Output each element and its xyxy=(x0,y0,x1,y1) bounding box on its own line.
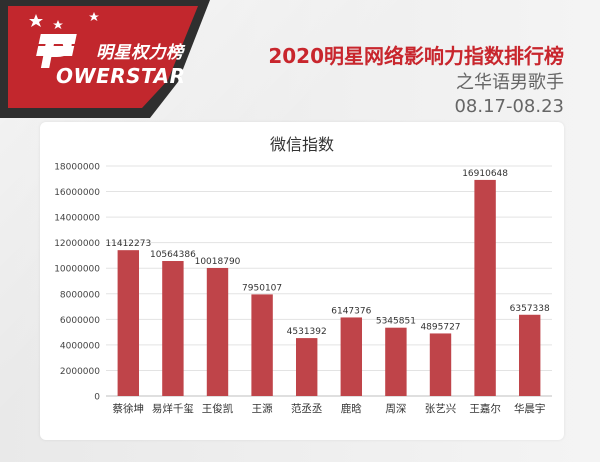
date-range: 08.17-08.23 xyxy=(454,96,564,117)
y-tick-label: 4000000 xyxy=(60,341,100,351)
bar xyxy=(429,333,452,396)
x-category-label: 王源 xyxy=(252,402,273,415)
data-label: 10018790 xyxy=(195,257,241,267)
bar xyxy=(206,267,229,396)
x-category-label: 王俊凯 xyxy=(202,402,234,415)
y-tick-label: 10000000 xyxy=(54,265,100,275)
data-label: 11412273 xyxy=(105,239,151,249)
powerstar-logo: 明星权力榜 P OWERSTAR xyxy=(0,0,220,118)
bar xyxy=(340,317,363,396)
y-axis-ticks: 0 2000000 4000000 6000000 8000000 10000000 120… xyxy=(54,163,100,403)
bar xyxy=(385,327,407,396)
star-icon xyxy=(89,12,99,21)
bar xyxy=(117,250,140,396)
y-tick-label: 14000000 xyxy=(54,214,100,224)
x-category-label: 王嘉尔 xyxy=(469,402,501,415)
bar xyxy=(162,261,184,396)
bar xyxy=(295,338,318,396)
x-axis-categories: 蔡徐坤 易烊千玺 王俊凯 王源 范丞丞 鹿晗 周深 张艺兴 王嘉尔 华晨宇 xyxy=(113,402,546,415)
logo-english-text: OWERSTAR xyxy=(56,64,186,88)
x-category-label: 范丞丞 xyxy=(291,402,323,415)
x-category-label: 张艺兴 xyxy=(425,403,457,415)
ranking-subtitle: 之华语男歌手 xyxy=(456,72,564,93)
ranking-title: 2020明星网络影响力指数排行榜 xyxy=(268,44,564,68)
data-label: 4895727 xyxy=(420,322,460,332)
y-tick-label: 8000000 xyxy=(60,290,100,300)
bar xyxy=(518,314,541,396)
x-category-label: 华晨宇 xyxy=(514,402,546,415)
logo-banner-shape xyxy=(0,0,210,118)
logo-letter-p: P xyxy=(40,28,73,79)
chart-panel: 微信指数 0 2000000 4000000 6000000 8000000 100000… xyxy=(40,122,564,440)
data-label: 6357338 xyxy=(510,304,550,314)
x-category-label: 易烊千玺 xyxy=(152,402,194,415)
y-tick-label: 18000000 xyxy=(54,163,100,173)
y-tick-label: 12000000 xyxy=(54,239,100,249)
y-tick-label: 6000000 xyxy=(60,316,100,326)
data-label: 6147376 xyxy=(331,306,371,316)
logo-chinese-text: 明星权力榜 xyxy=(96,43,184,63)
y-tick-label: 2000000 xyxy=(60,367,100,377)
data-label: 4531392 xyxy=(287,327,327,337)
bars xyxy=(117,179,541,396)
data-label: 10564386 xyxy=(150,250,196,260)
fist-icon xyxy=(38,34,77,44)
x-category-label: 周深 xyxy=(385,403,406,415)
star-icon xyxy=(53,20,63,29)
bar xyxy=(251,294,273,396)
bar-chart: 微信指数 0 2000000 4000000 6000000 8000000 100000… xyxy=(54,135,552,415)
y-tick-label: 16000000 xyxy=(54,188,100,198)
y-tick-label: 0 xyxy=(94,393,100,403)
headline-block: 2020明星网络影响力指数排行榜 之华语男歌手 08.17-08.23 xyxy=(268,44,564,118)
x-category-label: 鹿晗 xyxy=(341,402,362,415)
data-label: 5345851 xyxy=(376,317,416,327)
x-category-label: 蔡徐坤 xyxy=(113,402,145,415)
data-label: 7950107 xyxy=(242,283,282,293)
bar xyxy=(474,179,496,396)
chart-title: 微信指数 xyxy=(270,135,334,154)
data-label: 16910648 xyxy=(462,169,508,179)
star-icon xyxy=(29,14,43,27)
